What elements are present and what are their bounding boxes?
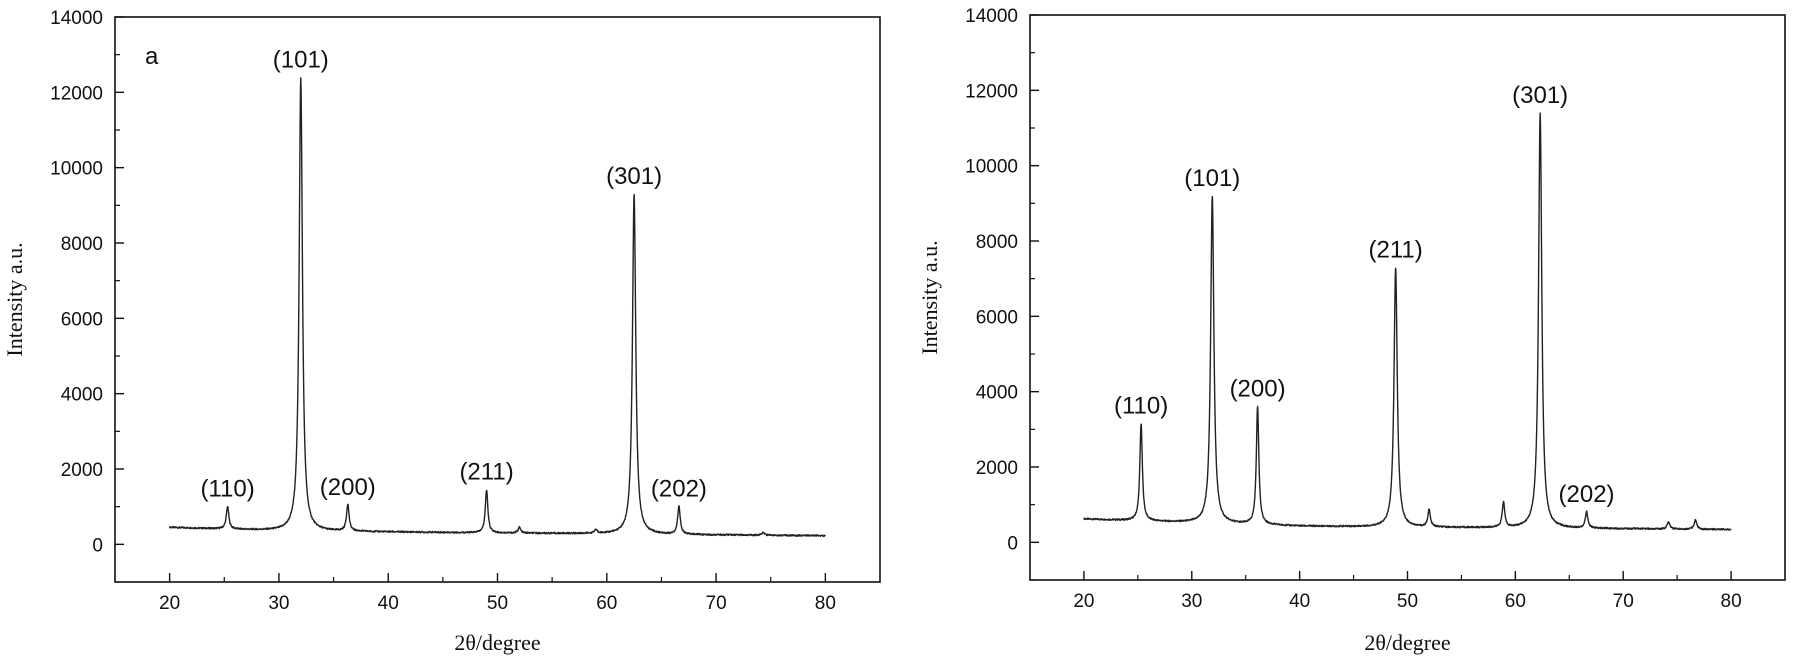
- x-tick-label: 30: [1181, 591, 1202, 612]
- xrd-series-line: [1083, 112, 1732, 531]
- peak-label: (211): [459, 459, 513, 486]
- x-tick-label: 40: [1289, 591, 1310, 612]
- y-axis-title: Intensity a.u.: [2, 242, 27, 356]
- x-tick-label: 70: [706, 593, 727, 614]
- x-tick-label: 70: [1613, 591, 1634, 612]
- y-axis-title: Intensity a.u.: [917, 240, 942, 354]
- y-tick-label: 10000: [965, 157, 1018, 178]
- y-tick-label: 14000: [50, 8, 103, 29]
- y-tick-label: 2000: [976, 458, 1018, 479]
- y-tick-label: 8000: [61, 234, 103, 255]
- y-tick-label: 4000: [61, 385, 103, 406]
- y-tick-label: 12000: [965, 81, 1018, 102]
- x-tick-label: 50: [487, 593, 508, 614]
- x-axis-title: 2θ/degree: [1364, 630, 1450, 655]
- peak-label: (110): [200, 476, 254, 503]
- y-tick-label: 12000: [50, 83, 103, 104]
- peak-label: (110): [1114, 393, 1168, 420]
- y-tick-label: 14000: [965, 6, 1018, 27]
- xrd-series-line: [168, 77, 826, 537]
- x-tick-label: 80: [815, 593, 836, 614]
- y-tick-label: 0: [1007, 533, 1018, 554]
- x-tick-label: 60: [1505, 591, 1526, 612]
- panel-label: a: [145, 43, 159, 70]
- y-tick-label: 8000: [976, 232, 1018, 253]
- y-tick-label: 0: [92, 535, 103, 556]
- peak-label: (200): [1230, 376, 1286, 403]
- x-axis-title: 2θ/degree: [454, 630, 540, 655]
- peak-label: (301): [1512, 82, 1568, 109]
- peak-label: (200): [320, 474, 376, 501]
- peak-label: (202): [1559, 481, 1615, 508]
- peak-label: (301): [606, 163, 662, 190]
- peak-label: (211): [1369, 236, 1423, 263]
- x-tick-label: 40: [378, 593, 399, 614]
- x-tick-label: 30: [268, 593, 289, 614]
- x-tick-label: 50: [1397, 591, 1418, 612]
- y-tick-label: 10000: [50, 159, 103, 180]
- chart-panel-a: 20 30 40 50 60 70 80 0 2000 4000 6000 8000 10000 1200…: [2, 8, 881, 655]
- y-tick-label: 6000: [976, 307, 1018, 328]
- x-tick-label: 60: [596, 593, 617, 614]
- x-tick-label: 80: [1721, 591, 1742, 612]
- peak-label: (101): [273, 46, 329, 73]
- y-tick-label: 2000: [61, 460, 103, 481]
- x-tick-label: 20: [1073, 591, 1094, 612]
- y-tick-label: 4000: [976, 383, 1018, 404]
- chart-panel-b: 20 30 40 50 60 70 80 0 2000 4000 6000 8000 10000 1200…: [917, 6, 1786, 655]
- x-tick-label: 20: [159, 593, 180, 614]
- y-tick-label: 6000: [61, 309, 103, 330]
- peak-label: (101): [1184, 165, 1240, 192]
- peak-label: (202): [651, 476, 707, 503]
